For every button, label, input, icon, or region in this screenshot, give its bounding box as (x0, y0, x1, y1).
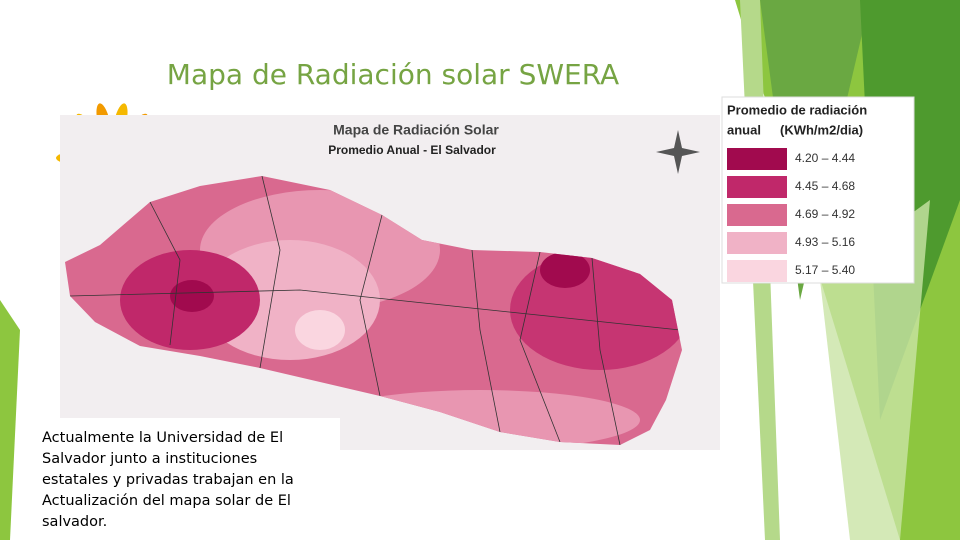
legend-label: 4.45 – 4.68 (795, 179, 855, 193)
body-line: estatales y privadas trabajan en la (42, 472, 294, 488)
legend-title: Promedio de radiación (727, 102, 867, 117)
body-text: Actualmente la Universidad de El Salvador… (42, 430, 294, 530)
map-title: Mapa de Radiación Solar (333, 122, 499, 138)
legend-label: 5.17 – 5.40 (795, 263, 855, 277)
legend-title: anual (727, 122, 761, 137)
map-subtitle: Promedio Anual - El Salvador (328, 143, 496, 157)
text-box (38, 418, 340, 540)
legend-swatch (727, 176, 787, 198)
body-line: Actualización del mapa solar de El (42, 493, 291, 509)
slide-title: Mapa de Radiación solar SWERA (167, 58, 619, 91)
legend-swatch (727, 260, 787, 282)
legend-swatch (727, 204, 787, 226)
legend-swatch (727, 148, 787, 170)
compass (656, 130, 700, 174)
legend: Promedio de radiación anual (KWh/m2/dia) 4.… (727, 102, 867, 282)
body-line: salvador. (42, 514, 107, 530)
legend-swatch (727, 232, 787, 254)
legend-title: (KWh/m2/dia) (780, 122, 863, 137)
legend-label: 4.69 – 4.92 (795, 207, 855, 221)
body-line: Salvador junto a instituciones (42, 451, 257, 467)
legend-label: 4.93 – 5.16 (795, 235, 855, 249)
legend-label: 4.20 – 4.44 (795, 151, 855, 165)
body-line: Actualmente la Universidad de El (42, 430, 283, 446)
